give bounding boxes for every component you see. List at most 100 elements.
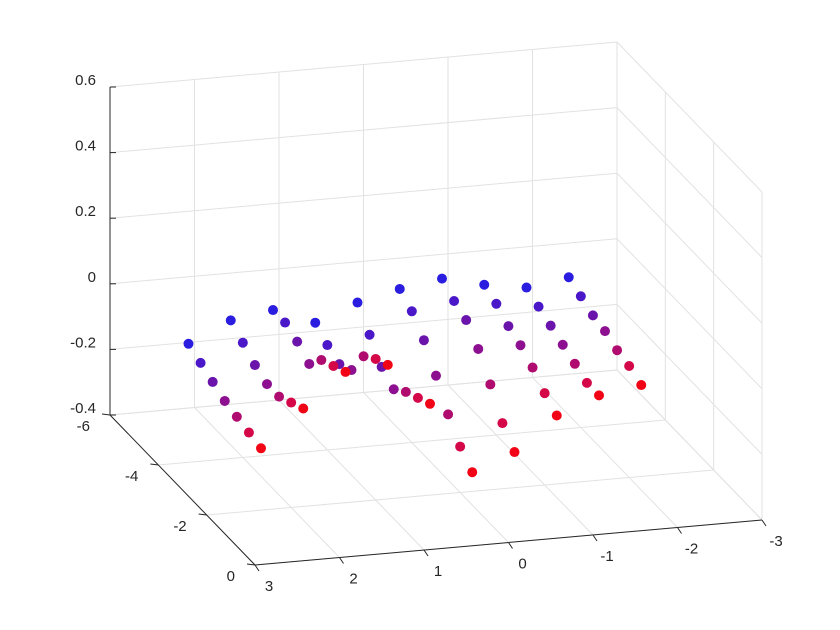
point [219, 395, 230, 406]
point [243, 427, 254, 438]
point [183, 338, 194, 349]
point [569, 358, 580, 369]
point [575, 291, 586, 302]
y-axis [109, 414, 256, 566]
grid-line [109, 172, 618, 219]
point [195, 357, 206, 368]
grid-line [616, 369, 763, 521]
x-tick [592, 534, 598, 542]
point [262, 379, 272, 390]
y-tick [150, 463, 159, 466]
point [370, 353, 381, 364]
point [207, 376, 218, 387]
x-tick [761, 519, 767, 527]
grid-line [532, 377, 678, 528]
point [298, 403, 309, 414]
grid-line [109, 369, 618, 416]
grid-line [109, 303, 618, 350]
point [249, 360, 260, 371]
point [521, 282, 532, 293]
point [382, 359, 393, 370]
y-tick-label: 0 [227, 568, 235, 585]
z-tick-label: 0 [88, 269, 96, 286]
point [485, 379, 496, 390]
point [594, 390, 604, 401]
z-tick-label: -0.4 [70, 400, 96, 417]
point [624, 360, 635, 371]
z-tick-label: 0.2 [75, 203, 96, 220]
point [539, 388, 550, 399]
point [274, 391, 285, 402]
z-tick-label: -0.2 [70, 334, 96, 351]
point [431, 370, 441, 381]
point [587, 310, 598, 321]
point [280, 317, 291, 328]
x-tick-label: -1 [600, 548, 613, 565]
grid-line [616, 107, 763, 258]
x-tick-label: -2 [685, 540, 698, 557]
grid-line [109, 238, 618, 285]
point [636, 380, 647, 391]
grid-line [447, 384, 594, 536]
point [310, 317, 321, 328]
point [412, 392, 423, 403]
point [406, 306, 417, 317]
point [600, 326, 610, 337]
grid-line [616, 238, 763, 390]
point [449, 295, 460, 306]
point [581, 377, 592, 388]
x-tick [508, 542, 513, 549]
point [425, 398, 435, 409]
x-tick [339, 557, 344, 564]
point [400, 386, 411, 397]
point [557, 339, 568, 350]
point [533, 301, 544, 312]
grid-line [194, 407, 340, 558]
point [418, 335, 429, 346]
point [268, 305, 278, 316]
x-tick [254, 564, 260, 572]
point [467, 467, 478, 478]
grid-line [158, 419, 666, 466]
point [443, 409, 454, 420]
y-tick [198, 513, 207, 516]
point [340, 366, 351, 377]
y-tick-label: -6 [77, 418, 90, 435]
point [292, 336, 303, 347]
point [286, 397, 297, 408]
point [612, 345, 623, 356]
point [316, 355, 327, 366]
point [231, 411, 242, 422]
x-tick-label: 1 [434, 563, 442, 580]
point [388, 384, 399, 395]
point [551, 410, 562, 421]
x-axis [254, 519, 763, 566]
point [322, 340, 333, 351]
y-tick [246, 563, 256, 566]
point [304, 358, 315, 369]
grid-line [206, 469, 714, 516]
point [545, 320, 556, 331]
point [352, 297, 363, 308]
grid-line [278, 399, 425, 551]
point [497, 418, 508, 429]
x-tick [423, 549, 429, 557]
point [509, 447, 520, 458]
z-tick-label: 0.6 [75, 72, 96, 89]
point [358, 351, 369, 362]
y-tick [101, 413, 111, 416]
point [479, 279, 490, 290]
z-tick-label: 0.4 [75, 138, 96, 155]
grid-line [109, 41, 618, 88]
point [563, 272, 574, 283]
grid-line [616, 41, 763, 193]
point [256, 443, 266, 454]
y-tick-label: -2 [173, 518, 186, 535]
x-tick-label: 2 [349, 570, 357, 587]
point [503, 321, 514, 332]
point [515, 340, 526, 351]
grid-line [616, 172, 763, 324]
point [527, 362, 538, 373]
point [225, 315, 236, 326]
